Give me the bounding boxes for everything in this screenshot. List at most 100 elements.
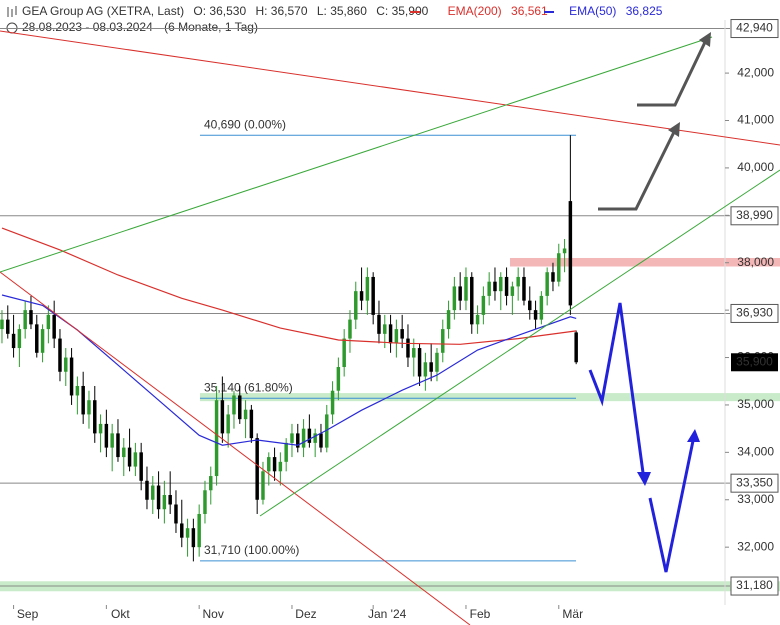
y-tick-label: 41,000 <box>737 113 774 127</box>
x-tick-label: Mär <box>562 607 583 621</box>
candle-body <box>325 414 329 448</box>
header-line2: 28.08.2023 - 08.03.2024 (6 Monate, 1 Tag… <box>22 20 258 34</box>
x-tick-label: Okt <box>111 607 130 621</box>
candle-body <box>562 248 567 254</box>
candle-body <box>75 385 80 396</box>
candle-body <box>58 338 62 372</box>
candle-body <box>87 400 91 415</box>
candle-body <box>151 485 155 500</box>
candle-body <box>40 329 45 353</box>
candle-body <box>510 286 515 296</box>
arrow <box>648 435 696 573</box>
ema200-value: 36,561 <box>511 4 548 18</box>
candle-body <box>522 276 526 301</box>
candle-body <box>290 433 294 443</box>
candle-body <box>122 447 126 458</box>
level-box <box>730 206 779 226</box>
trendline <box>259 169 780 517</box>
trendline <box>0 271 471 625</box>
candle-body <box>93 400 97 434</box>
level-label: 42,940 <box>736 21 773 35</box>
zone <box>200 393 780 402</box>
ema50-value: 36,825 <box>626 4 663 18</box>
candle-body <box>481 295 486 315</box>
x-tick-label: Nov <box>203 607 224 621</box>
close: C: 35,900 <box>376 4 428 18</box>
candle-body <box>371 276 375 315</box>
candle-body <box>330 390 335 415</box>
candle-body <box>574 332 578 363</box>
candle-body <box>464 276 468 301</box>
candle-body <box>139 452 143 481</box>
candle-body <box>533 310 538 320</box>
candle-body <box>191 528 196 548</box>
drawings <box>0 30 780 625</box>
candle-body <box>174 504 178 524</box>
candle-body <box>197 513 201 548</box>
candle-body <box>301 428 306 448</box>
candle-body <box>220 400 225 434</box>
ema200-name: EMA(200) <box>448 4 502 18</box>
zone <box>510 257 780 267</box>
y-tick-label: 34,000 <box>737 445 774 459</box>
candle-body <box>336 367 341 391</box>
candle-body <box>226 414 230 434</box>
candle-body <box>64 357 68 372</box>
candle-body <box>243 409 248 420</box>
header-line1: GEA Group AG (XETRA, Last) O: 36,530 H: … <box>22 4 663 18</box>
candle-body <box>272 457 277 472</box>
title: GEA Group AG (XETRA, Last) <box>22 4 184 18</box>
y-tick-label: 32,000 <box>737 539 774 553</box>
candle-body <box>516 276 520 287</box>
candle-body <box>313 433 317 443</box>
axis-labels: 42,940 38,990 36,930 33,350 31,180 35,900 <box>730 19 779 596</box>
candle-body <box>284 442 288 462</box>
period: (6 Monate, 1 Tag) <box>164 20 258 34</box>
candle-body <box>255 438 259 500</box>
candle-body <box>493 281 497 292</box>
candle-body <box>406 338 410 358</box>
candle-body <box>81 385 85 415</box>
candle-body <box>98 423 103 434</box>
ema50-name: EMA(50) <box>569 4 616 18</box>
fib-label: 35,140 (61.80%) <box>204 380 293 394</box>
candle-body <box>400 329 404 339</box>
y-tick-label: 33,000 <box>737 492 774 506</box>
candle-body <box>342 338 346 368</box>
open: O: 36,530 <box>193 4 246 18</box>
candle-body <box>545 272 549 296</box>
level-label: 33,350 <box>736 475 773 489</box>
candle-body <box>354 291 358 320</box>
candle-body <box>423 362 428 377</box>
fib-label: 31,710 (100.00%) <box>204 543 299 557</box>
candle-body <box>377 314 381 334</box>
candle-body <box>162 495 167 510</box>
level-box <box>730 303 779 323</box>
candle-body <box>110 433 114 448</box>
candle-body <box>319 433 323 448</box>
candle-body <box>412 348 416 358</box>
candle-body <box>446 310 451 330</box>
candle-body <box>17 329 22 349</box>
candle-body <box>539 295 544 320</box>
x-tick-label: Sep <box>17 607 39 621</box>
arrow-head <box>637 472 651 486</box>
candle-body <box>214 400 219 477</box>
arrow <box>637 37 709 107</box>
arrow-head <box>668 122 680 137</box>
ema-line <box>1 294 577 446</box>
trendline <box>0 36 713 273</box>
arrow <box>598 127 678 211</box>
arrow-head <box>699 32 711 47</box>
candle-body <box>29 310 33 325</box>
candle-body <box>133 452 138 467</box>
candle-body <box>307 428 312 443</box>
y-tick-label: 40,000 <box>737 160 774 174</box>
candle-body <box>35 324 39 353</box>
candle-body <box>209 476 213 491</box>
candle-body <box>348 319 352 339</box>
ema-line <box>1 227 577 345</box>
candle-body <box>52 314 56 339</box>
x-tick-label: Dez <box>295 607 316 621</box>
low: L: 35,860 <box>317 4 367 18</box>
